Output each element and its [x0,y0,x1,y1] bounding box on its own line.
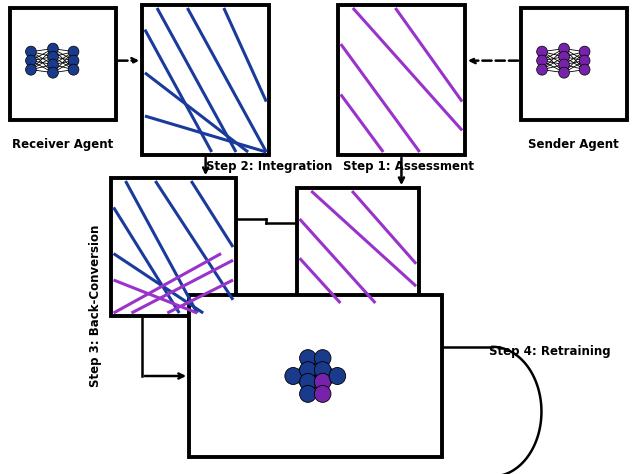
Circle shape [300,350,316,367]
Circle shape [579,64,590,75]
Circle shape [314,350,331,367]
Text: Step 1: Assessment: Step 1: Assessment [342,160,474,173]
Text: Step 4: Retraining: Step 4: Retraining [488,345,610,358]
Bar [10,8,116,120]
Bar [189,295,442,457]
Circle shape [579,55,590,66]
Circle shape [68,46,79,57]
Circle shape [559,51,570,62]
Text: Step 2: Integration: Step 2: Integration [205,160,332,173]
Circle shape [47,43,58,54]
Circle shape [285,367,301,384]
Circle shape [579,46,590,57]
Text: Receiver Agent: Receiver Agent [12,138,113,151]
Circle shape [47,59,58,70]
Circle shape [314,385,331,402]
Circle shape [559,67,570,78]
Bar [338,5,465,155]
Bar [297,188,419,306]
Circle shape [314,374,331,391]
Circle shape [47,67,58,78]
Circle shape [26,64,36,75]
Circle shape [329,367,346,384]
Circle shape [300,362,316,379]
Circle shape [559,59,570,70]
Circle shape [559,43,570,54]
Circle shape [300,385,316,402]
Circle shape [314,362,331,379]
Circle shape [68,64,79,75]
Circle shape [300,374,316,391]
Text: Sender Agent: Sender Agent [529,138,619,151]
Circle shape [26,46,36,57]
Circle shape [47,51,58,62]
Circle shape [537,55,547,66]
Bar [521,8,627,120]
Circle shape [537,46,547,57]
Circle shape [68,55,79,66]
Bar [142,5,269,155]
Bar [111,178,236,316]
Text: Step 3: Back-Conversion: Step 3: Back-Conversion [90,224,102,387]
Circle shape [537,64,547,75]
Circle shape [26,55,36,66]
